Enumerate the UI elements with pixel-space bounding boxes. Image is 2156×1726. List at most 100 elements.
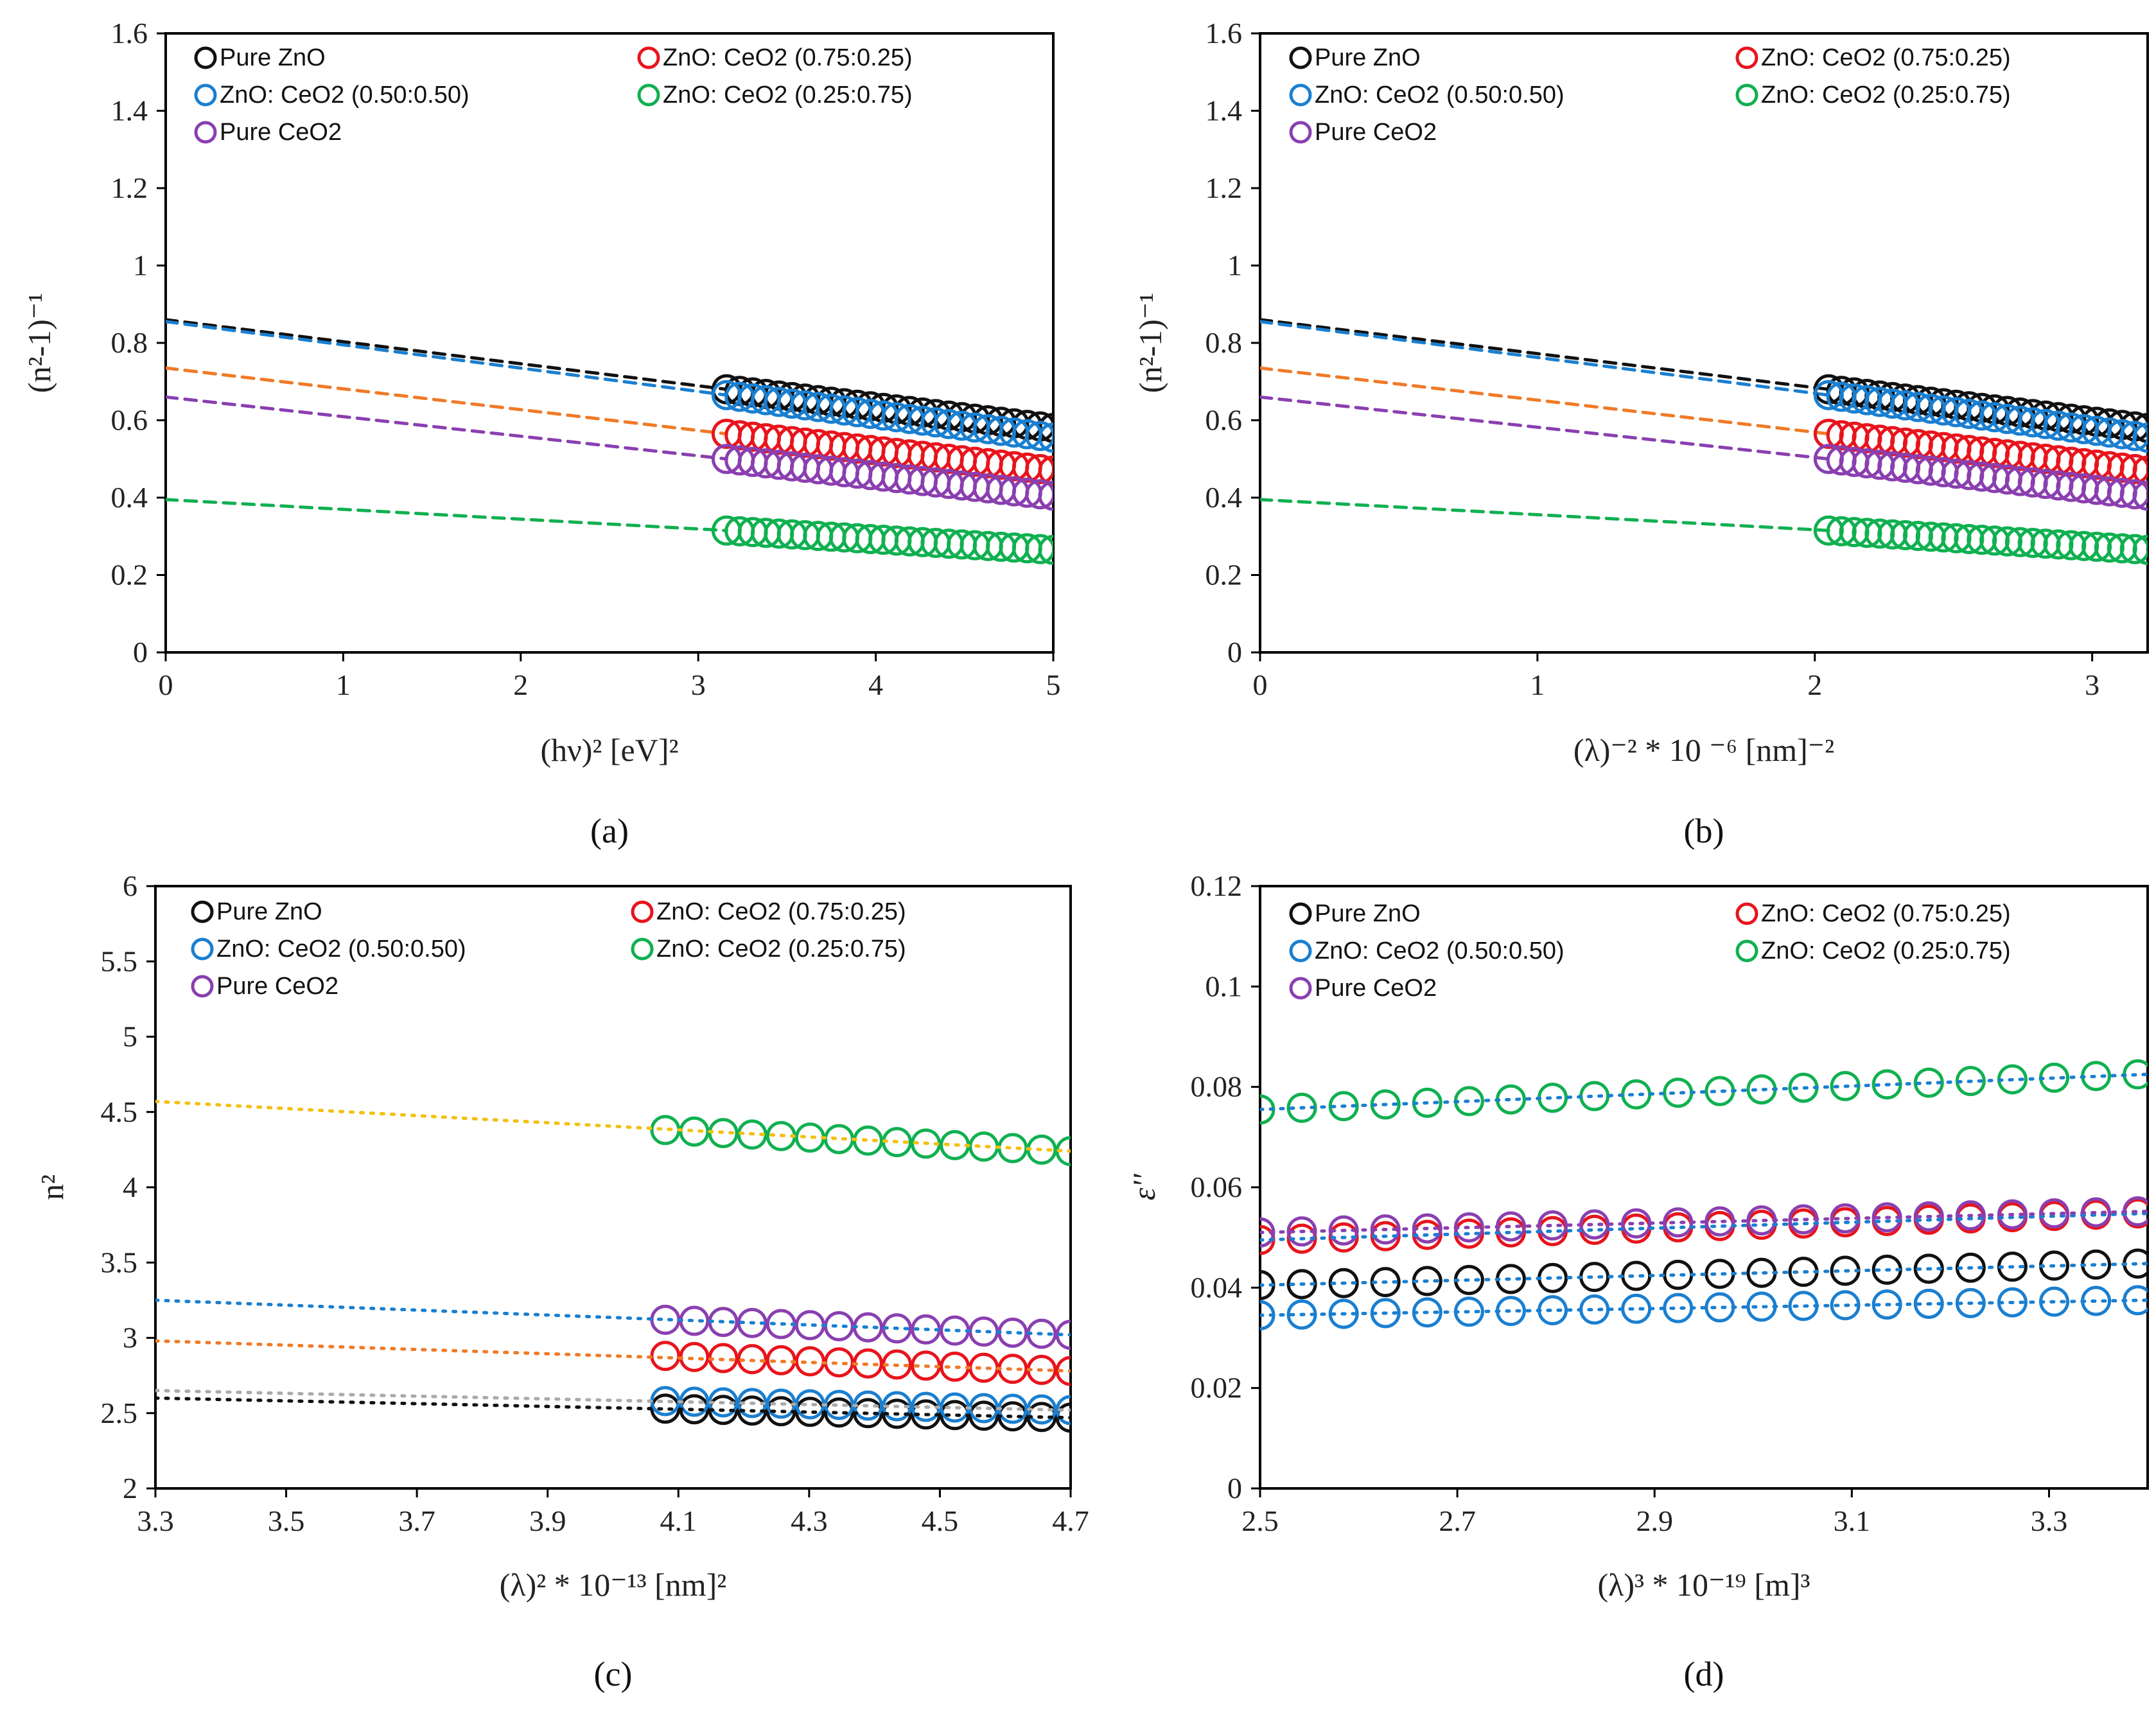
legend-label: ZnO: CeO2 (0.50:0.50) [1315,937,1564,964]
data-point [737,1395,767,1426]
x-tick-label: 3 [2085,668,2099,701]
data-point [1025,454,1053,485]
data-point [1705,1259,1735,1289]
legend-label: ZnO: CeO2 (0.75:0.25) [1761,44,2011,71]
data-point [1038,423,1053,453]
data-point [1038,480,1053,511]
legend-label: ZnO: CeO2 (0.75:0.25) [663,44,913,71]
data-point [1328,1298,1359,1329]
y-tick-label: 0.6 [1205,404,1243,437]
chart-panel-b: 0 0.2 0.4 0.6 0.8 1 1.2 1.4 1.6 0 1 2 3 (λ)⁻² * 10 ⁻⁶… [1132,17,2149,850]
legend-label: ZnO: CeO2 (0.50:0.50) [1315,82,1564,109]
legend-label: ZnO: CeO2 (0.25:0.75) [1761,937,2011,964]
y-axis-label: (n²-1)⁻¹ [21,293,57,393]
x-axis-label: (hν)² [eV]² [541,732,679,768]
y-axis-label: ε'' [1126,1173,1162,1200]
data-point [766,1345,796,1375]
fit-line-overlay [1260,1262,2148,1287]
data-point [2119,454,2148,485]
legend-label: Pure CeO2 [220,119,342,146]
data-point [1663,1077,1694,1108]
legend-label: ZnO: CeO2 (0.25:0.75) [663,82,913,109]
data-point [794,1310,825,1341]
data-point [650,1304,681,1335]
x-tick-label: 4.1 [660,1504,697,1537]
y-tick-label: 0 [1227,636,1242,668]
y-tick-label: 0.8 [1205,326,1243,359]
data-point [1025,421,1053,451]
data-point [1621,1079,1652,1110]
legend-label: ZnO: CeO2 (0.75:0.25) [1761,900,2011,927]
x-tick-label: 3.1 [1834,1504,1871,1537]
chart-panel-a: 0 0.2 0.4 0.6 0.8 1 1.2 1.4 1.6 0 1 2 3 4 5 (hν)² [eV]²… [21,17,1061,850]
data-point [1621,1293,1652,1324]
y-axis-label: n² [34,1174,70,1200]
x-axis-label: (λ)⁻² * 10 ⁻⁶ [nm]⁻² [1573,732,1834,768]
legend-marker [1735,902,1758,925]
x-tick-label: 3.7 [398,1504,435,1537]
y-tick-label: 5 [123,1020,137,1053]
fit-line-overlay [155,1099,1071,1153]
data-point [1913,1253,1944,1284]
y-tick-label: 0.2 [1205,559,1243,591]
x-tick-label: 0 [1253,668,1268,701]
data-point [2119,534,2148,564]
data-point [1705,1292,1735,1323]
data-point [1621,1260,1652,1291]
data-point [968,1131,999,1162]
y-tick-label: 0.4 [111,481,148,514]
legend-label: ZnO: CeO2 (0.50:0.50) [220,82,469,109]
y-tick-label: 3 [123,1321,137,1354]
chart-panel-c: 2 2.5 3 3.5 4 4.5 5 5.5 6 3.3 3.5 3.7 3.9 4.1 4.3 4.5 4.… [34,869,1089,1693]
legend-marker [1289,46,1312,69]
y-tick-label: 0.1 [1205,970,1243,1002]
y-tick-label: 0.4 [1205,481,1243,514]
fit-line-overlay [1260,1212,2148,1242]
x-tick-label: 2 [1807,668,1822,701]
legend-marker [1735,939,1758,963]
legend-label: ZnO: CeO2 (0.50:0.50) [216,936,466,963]
fit-line-overlay [155,1396,1071,1420]
data-layer [155,1099,1071,1433]
legend-marker [1289,83,1312,107]
data-point [1913,1067,1944,1098]
data-point [2119,479,2148,510]
y-tick-label: 0.08 [1191,1070,1243,1103]
y-tick-label: 4.5 [101,1095,138,1128]
legend-label: Pure CeO2 [216,973,338,1000]
data-point [823,1311,854,1341]
legend-marker [191,937,214,961]
legend-label: Pure CeO2 [1315,119,1437,146]
legend-marker [631,937,654,961]
legend-marker [637,46,660,69]
data-point [1055,1395,1071,1425]
data-point [650,1115,681,1146]
legend-marker [1289,939,1312,963]
data-point [737,1307,767,1338]
legend-label: ZnO: CeO2 (0.25:0.75) [1761,82,2011,109]
panel-caption: (b) [1684,812,1724,850]
legend-marker [631,900,654,923]
data-point [794,1346,825,1377]
x-tick-label: 3 [691,668,706,701]
x-axis-label: (λ)² * 10⁻¹³ [nm]² [500,1567,727,1603]
data-point [650,1341,681,1372]
y-tick-label: 1.4 [1205,94,1243,127]
legend-label: Pure ZnO [216,898,322,925]
data-point [1328,1268,1359,1298]
data-point [2132,534,2148,565]
data-point [737,1388,767,1418]
data-point [1579,1081,1610,1111]
fit-line [1260,395,1830,461]
data-layer [1260,1059,2148,1330]
data-point [1055,1320,1071,1350]
fit-line-overlay [155,1339,1071,1373]
x-tick-label: 1 [1530,668,1545,701]
data-point [1328,1222,1359,1253]
data-layer [1260,318,2148,565]
data-point [1663,1259,1694,1290]
x-tick-label: 2 [513,668,528,701]
x-tick-label: 4.3 [791,1504,828,1537]
legend-label: Pure CeO2 [1315,975,1437,1002]
fit-line [166,320,728,397]
